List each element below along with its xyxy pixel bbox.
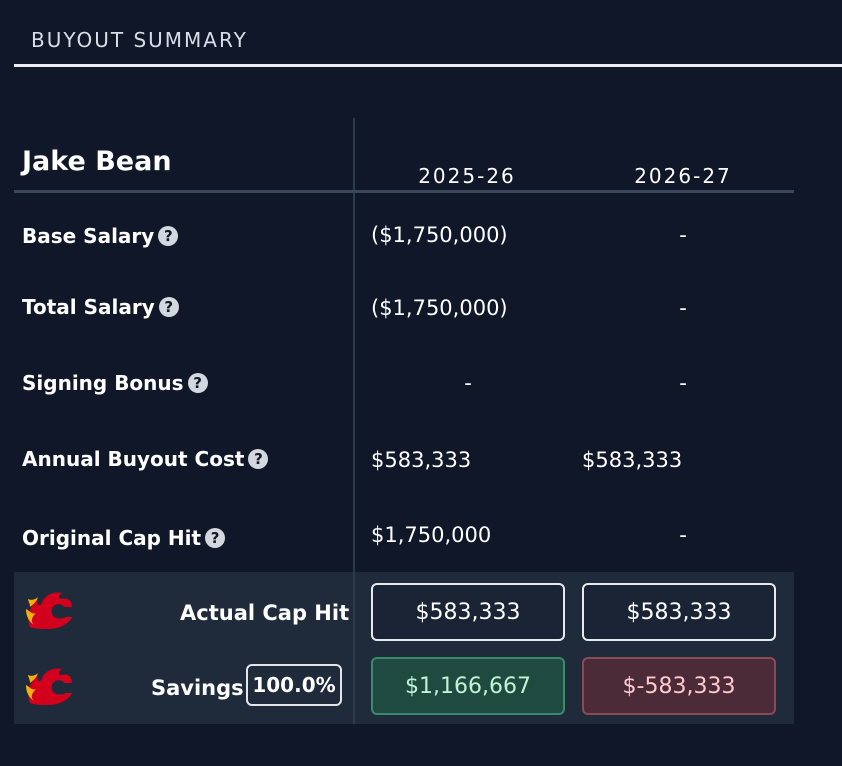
player-name: Jake Bean: [22, 146, 172, 177]
savings-2026-27: $-583,333: [582, 657, 776, 715]
base-salary-2025-26: ($1,750,000): [371, 223, 508, 247]
question-circle-icon[interactable]: ?: [158, 226, 179, 246]
column-divider: [353, 118, 355, 572]
row-label-original-cap-hit: Original Cap Hit ?: [22, 526, 226, 550]
actual-cap-hit-2026-27: $583,333: [582, 583, 776, 641]
signing-bonus-2026-27: -: [679, 371, 687, 395]
total-salary-2025-26: ($1,750,000): [371, 296, 508, 320]
row-label-annual-buyout-cost: Annual Buyout Cost ?: [22, 447, 269, 471]
base-salary-2026-27: -: [679, 223, 687, 247]
actual-cap-hit-label: Actual Cap Hit: [180, 601, 350, 625]
row-label-text: Signing Bonus: [22, 371, 184, 395]
savings-2025-26: $1,166,667: [371, 657, 565, 715]
annual-buyout-cost-2026-27: $583,333: [582, 448, 683, 472]
cap-summary-panel: Actual Cap Hit Savings 100.0% $583,333 $…: [14, 572, 794, 724]
section-title: BUYOUT SUMMARY: [31, 28, 248, 52]
season-header-2025-26: 2025-26: [418, 164, 516, 188]
row-label-text: Total Salary: [22, 295, 155, 319]
calgary-flames-logo-icon: [26, 668, 73, 705]
row-label-text: Original Cap Hit: [22, 526, 202, 550]
question-circle-icon[interactable]: ?: [187, 373, 208, 393]
original-cap-hit-2025-26: $1,750,000: [371, 523, 492, 547]
question-circle-icon[interactable]: ?: [158, 297, 179, 317]
season-header-2026-27: 2026-27: [634, 164, 732, 188]
annual-buyout-cost-2025-26: $583,333: [371, 448, 472, 472]
signing-bonus-2025-26: -: [464, 371, 472, 395]
actual-cap-hit-2025-26: $583,333: [371, 583, 565, 641]
row-label-total-salary: Total Salary ?: [22, 295, 179, 319]
row-label-signing-bonus: Signing Bonus ?: [22, 371, 208, 395]
question-circle-icon[interactable]: ?: [205, 528, 226, 548]
header-divider: [14, 190, 794, 193]
row-label-base-salary: Base Salary ?: [22, 224, 179, 248]
panel-divider: [353, 572, 355, 724]
original-cap-hit-2026-27: -: [679, 523, 687, 547]
row-label-text: Annual Buyout Cost: [22, 447, 245, 471]
savings-label: Savings: [151, 676, 244, 700]
buyout-summary-header: BUYOUT SUMMARY: [14, 0, 842, 67]
savings-percent-badge: 100.0%: [246, 664, 342, 706]
calgary-flames-logo-icon: [26, 592, 73, 629]
question-circle-icon[interactable]: ?: [248, 449, 269, 469]
total-salary-2026-27: -: [679, 296, 687, 320]
row-label-text: Base Salary: [22, 224, 155, 248]
